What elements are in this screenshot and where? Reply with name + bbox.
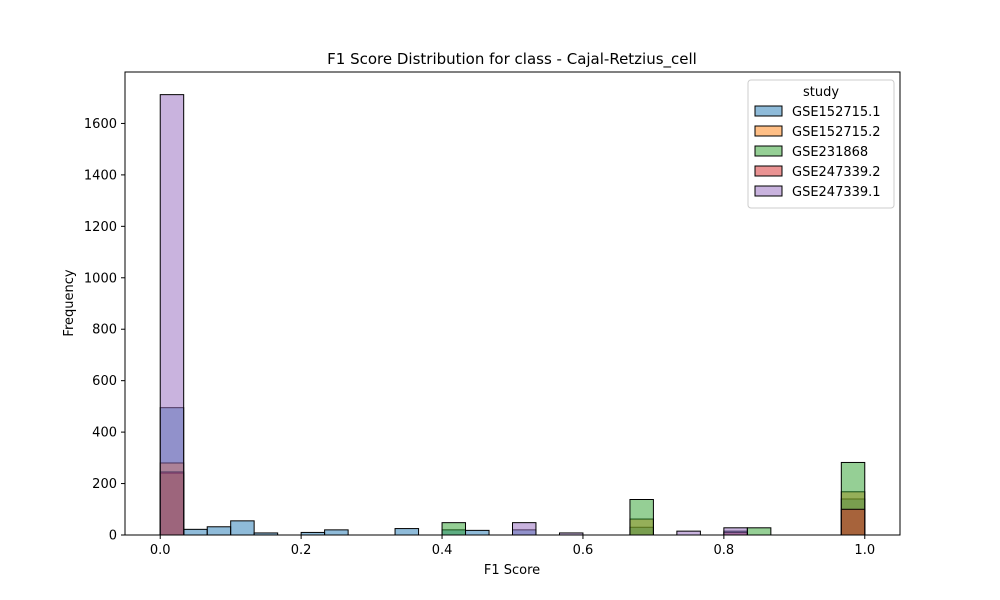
histogram-bar-2-2	[629, 499, 654, 536]
x-tick-label: 0.6	[573, 543, 594, 558]
legend-swatch	[754, 125, 783, 137]
histogram-bar-0-3	[230, 520, 255, 536]
chart-title: F1 Score Distribution for class - Cajal-…	[327, 50, 697, 69]
x-axis-ticks: 0.0 0.2 0.4 0.6 0.8 1.0	[150, 535, 875, 558]
legend-entry: GSE152715.2	[792, 125, 881, 140]
histogram-bar-0-7	[394, 528, 420, 536]
x-tick-label: 0.0	[150, 543, 171, 558]
histogram-bar-4-3	[676, 530, 701, 536]
histogram-bar-0-2	[206, 526, 232, 536]
y-tick-label: 400	[92, 426, 117, 441]
y-tick-label: 0	[109, 529, 117, 544]
histogram-bar-4-1	[512, 522, 537, 536]
y-tick-label: 1400	[84, 168, 117, 183]
y-axis-label: Frequency	[62, 269, 77, 336]
legend-swatch	[754, 165, 783, 177]
legend-entry: GSE247339.1	[792, 185, 881, 200]
bars-layer	[159, 94, 866, 536]
histogram-bar-0-1	[183, 528, 208, 536]
histogram-bar-2-3	[746, 527, 772, 536]
legend-title: study	[803, 85, 839, 100]
histogram-bar-3-2	[840, 508, 866, 536]
legend-entry: GSE231868	[792, 145, 868, 160]
histogram-bar-0-9	[465, 529, 490, 536]
legend-entry: GSE247339.2	[792, 165, 881, 180]
x-tick-label: 0.8	[714, 543, 735, 558]
legend-entry: GSE152715.1	[792, 105, 881, 120]
y-tick-label: 1000	[84, 271, 117, 286]
x-tick-label: 1.0	[854, 543, 875, 558]
x-tick-label: 0.4	[432, 543, 453, 558]
x-axis-label: F1 Score	[484, 563, 540, 578]
histogram-bar-4-4	[723, 527, 748, 536]
legend-box	[747, 79, 895, 209]
y-tick-label: 1200	[84, 220, 117, 235]
legend-swatch	[754, 185, 783, 197]
x-tick-label: 0.2	[291, 543, 312, 558]
histogram-bar-0-6	[324, 529, 349, 536]
y-tick-label: 800	[92, 323, 117, 338]
histogram-bar-4-0	[159, 94, 185, 536]
y-tick-label: 200	[92, 477, 117, 492]
legend-swatch	[754, 145, 783, 157]
plot-frame	[124, 71, 901, 536]
y-tick-label: 600	[92, 374, 117, 389]
legend-swatch	[754, 105, 783, 117]
legend: study GSE152715.1 GSE152715.2 GSE231868 GSE…	[747, 79, 895, 209]
histogram-bar-2-1	[441, 522, 467, 536]
y-tick-label: 1600	[84, 117, 117, 132]
y-axis-ticks: 0 200 400 600 800 1000 1200 1400 1600	[84, 117, 125, 544]
